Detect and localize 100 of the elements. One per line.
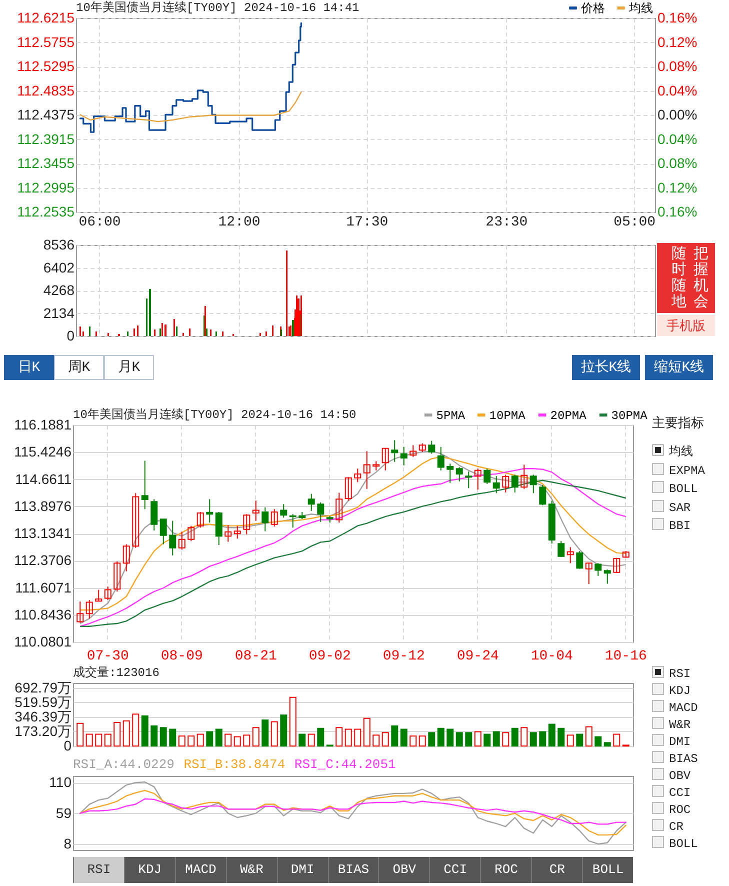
chart-title: 成交量:123016 bbox=[73, 665, 160, 680]
bar bbox=[576, 734, 584, 746]
chart-title: 10年美国债当月连续[TY00Y] 2024-10-16 14:41 bbox=[76, 0, 360, 15]
candlestick bbox=[372, 460, 380, 471]
y-tick-label: 112.5755 bbox=[17, 34, 75, 50]
candlestick bbox=[539, 484, 546, 506]
bar bbox=[317, 728, 324, 746]
y-tick-label: 110.8436 bbox=[14, 606, 72, 622]
x-tick-label: 09-12 bbox=[382, 648, 425, 664]
text: BOLL bbox=[668, 836, 698, 853]
y-tick-label: 112.3706 bbox=[14, 552, 72, 568]
text: DMI bbox=[276, 857, 328, 883]
y-tick-label: 115.4246 bbox=[14, 444, 72, 460]
bar bbox=[585, 726, 592, 746]
y-tick-label: 6402 bbox=[43, 259, 75, 276]
bar bbox=[418, 735, 426, 746]
text: BOLL bbox=[668, 481, 698, 498]
bar bbox=[604, 742, 611, 746]
text: W&R bbox=[226, 857, 277, 883]
bar bbox=[280, 714, 288, 746]
candlestick bbox=[169, 520, 176, 556]
candlestick bbox=[585, 562, 592, 585]
line-series bbox=[80, 790, 626, 836]
candlestick bbox=[317, 502, 324, 522]
candlestick bbox=[437, 446, 444, 471]
legend-label: 均线 bbox=[628, 2, 653, 16]
text: BIAS bbox=[328, 857, 378, 883]
bar bbox=[196, 734, 204, 746]
bar bbox=[298, 734, 306, 746]
x-tick-label: 08-09 bbox=[160, 648, 203, 664]
candlestick bbox=[160, 518, 167, 545]
candlestick bbox=[336, 492, 343, 524]
x-tick-label: 09-02 bbox=[308, 648, 351, 664]
bar bbox=[484, 734, 491, 746]
x-tick-label: 05:00 bbox=[614, 214, 656, 230]
y-tick-label: 59 bbox=[56, 804, 72, 821]
candlestick bbox=[188, 525, 195, 542]
candlestick bbox=[308, 493, 315, 512]
bar bbox=[76, 722, 84, 746]
candlestick bbox=[224, 524, 232, 542]
y-tick-label: 112.2995 bbox=[17, 179, 75, 196]
chart-title: 10年美国债当月连续[TY00Y] 2024-10-16 14:50 bbox=[73, 407, 356, 422]
candlestick bbox=[178, 531, 186, 550]
y-tick-label: 113.8976 bbox=[14, 498, 72, 514]
text: 日K bbox=[4, 355, 54, 380]
bar bbox=[160, 727, 167, 746]
y2-tick-label: 0.04% bbox=[658, 130, 698, 147]
text: 主要指标 bbox=[652, 414, 704, 432]
y-tick-label: 110.0801 bbox=[14, 634, 72, 650]
text: W&R bbox=[668, 717, 691, 734]
candlestick bbox=[465, 470, 472, 489]
candlestick bbox=[262, 506, 269, 532]
candlestick bbox=[114, 560, 121, 592]
candlestick bbox=[400, 446, 408, 466]
text: ROC bbox=[668, 802, 691, 819]
y-tick-label: 112.3455 bbox=[17, 155, 75, 171]
candlestick bbox=[502, 474, 510, 493]
candlestick bbox=[76, 601, 84, 624]
text: RSI_C:44.2051 bbox=[294, 757, 396, 772]
candlestick bbox=[428, 440, 436, 454]
candlestick bbox=[566, 546, 574, 564]
y-tick-label: 692.79万 bbox=[14, 679, 72, 696]
y-tick-label: 110 bbox=[49, 774, 72, 790]
y2-tick-label: 0.08% bbox=[658, 58, 698, 74]
text: 周K bbox=[54, 355, 104, 380]
y-tick-label: 112.2535 bbox=[17, 204, 75, 220]
candlestick bbox=[474, 468, 482, 490]
candlestick bbox=[382, 448, 389, 471]
y-tick-label: 114.6611 bbox=[15, 470, 72, 487]
bar bbox=[548, 724, 556, 746]
bar bbox=[86, 734, 93, 746]
x-tick-label: 08-21 bbox=[234, 648, 277, 664]
x-tick-label: 17:30 bbox=[346, 214, 388, 230]
bar bbox=[252, 727, 260, 746]
bar bbox=[336, 727, 343, 746]
text: RSI_B:38.8474 bbox=[184, 757, 286, 772]
text: SAR bbox=[668, 500, 691, 516]
y-tick-label: 346.39万 bbox=[14, 708, 72, 724]
candlestick bbox=[252, 500, 260, 522]
banner: 把握机会 随时随地 bbox=[657, 243, 715, 313]
bar bbox=[382, 732, 389, 746]
y-tick-label: 2134 bbox=[43, 304, 75, 321]
y-tick-label: 519.59万 bbox=[14, 694, 72, 710]
legend-label: 30PMA bbox=[611, 409, 648, 423]
x-tick-label: 23:30 bbox=[486, 214, 528, 230]
text: RSI bbox=[73, 857, 124, 883]
candlestick bbox=[613, 557, 620, 574]
text: BIAS bbox=[668, 751, 698, 768]
candlestick bbox=[234, 525, 241, 540]
bar bbox=[465, 732, 472, 746]
text: KDJ bbox=[668, 683, 691, 700]
x-tick-label: 07-30 bbox=[86, 648, 129, 664]
text: OBV bbox=[668, 768, 691, 785]
candlestick bbox=[206, 498, 214, 524]
candlestick bbox=[104, 586, 112, 601]
legend-label: 10PMA bbox=[489, 409, 526, 423]
text: BOLL bbox=[582, 857, 633, 883]
bar bbox=[400, 728, 408, 746]
bar bbox=[344, 728, 352, 746]
bar bbox=[188, 735, 195, 746]
